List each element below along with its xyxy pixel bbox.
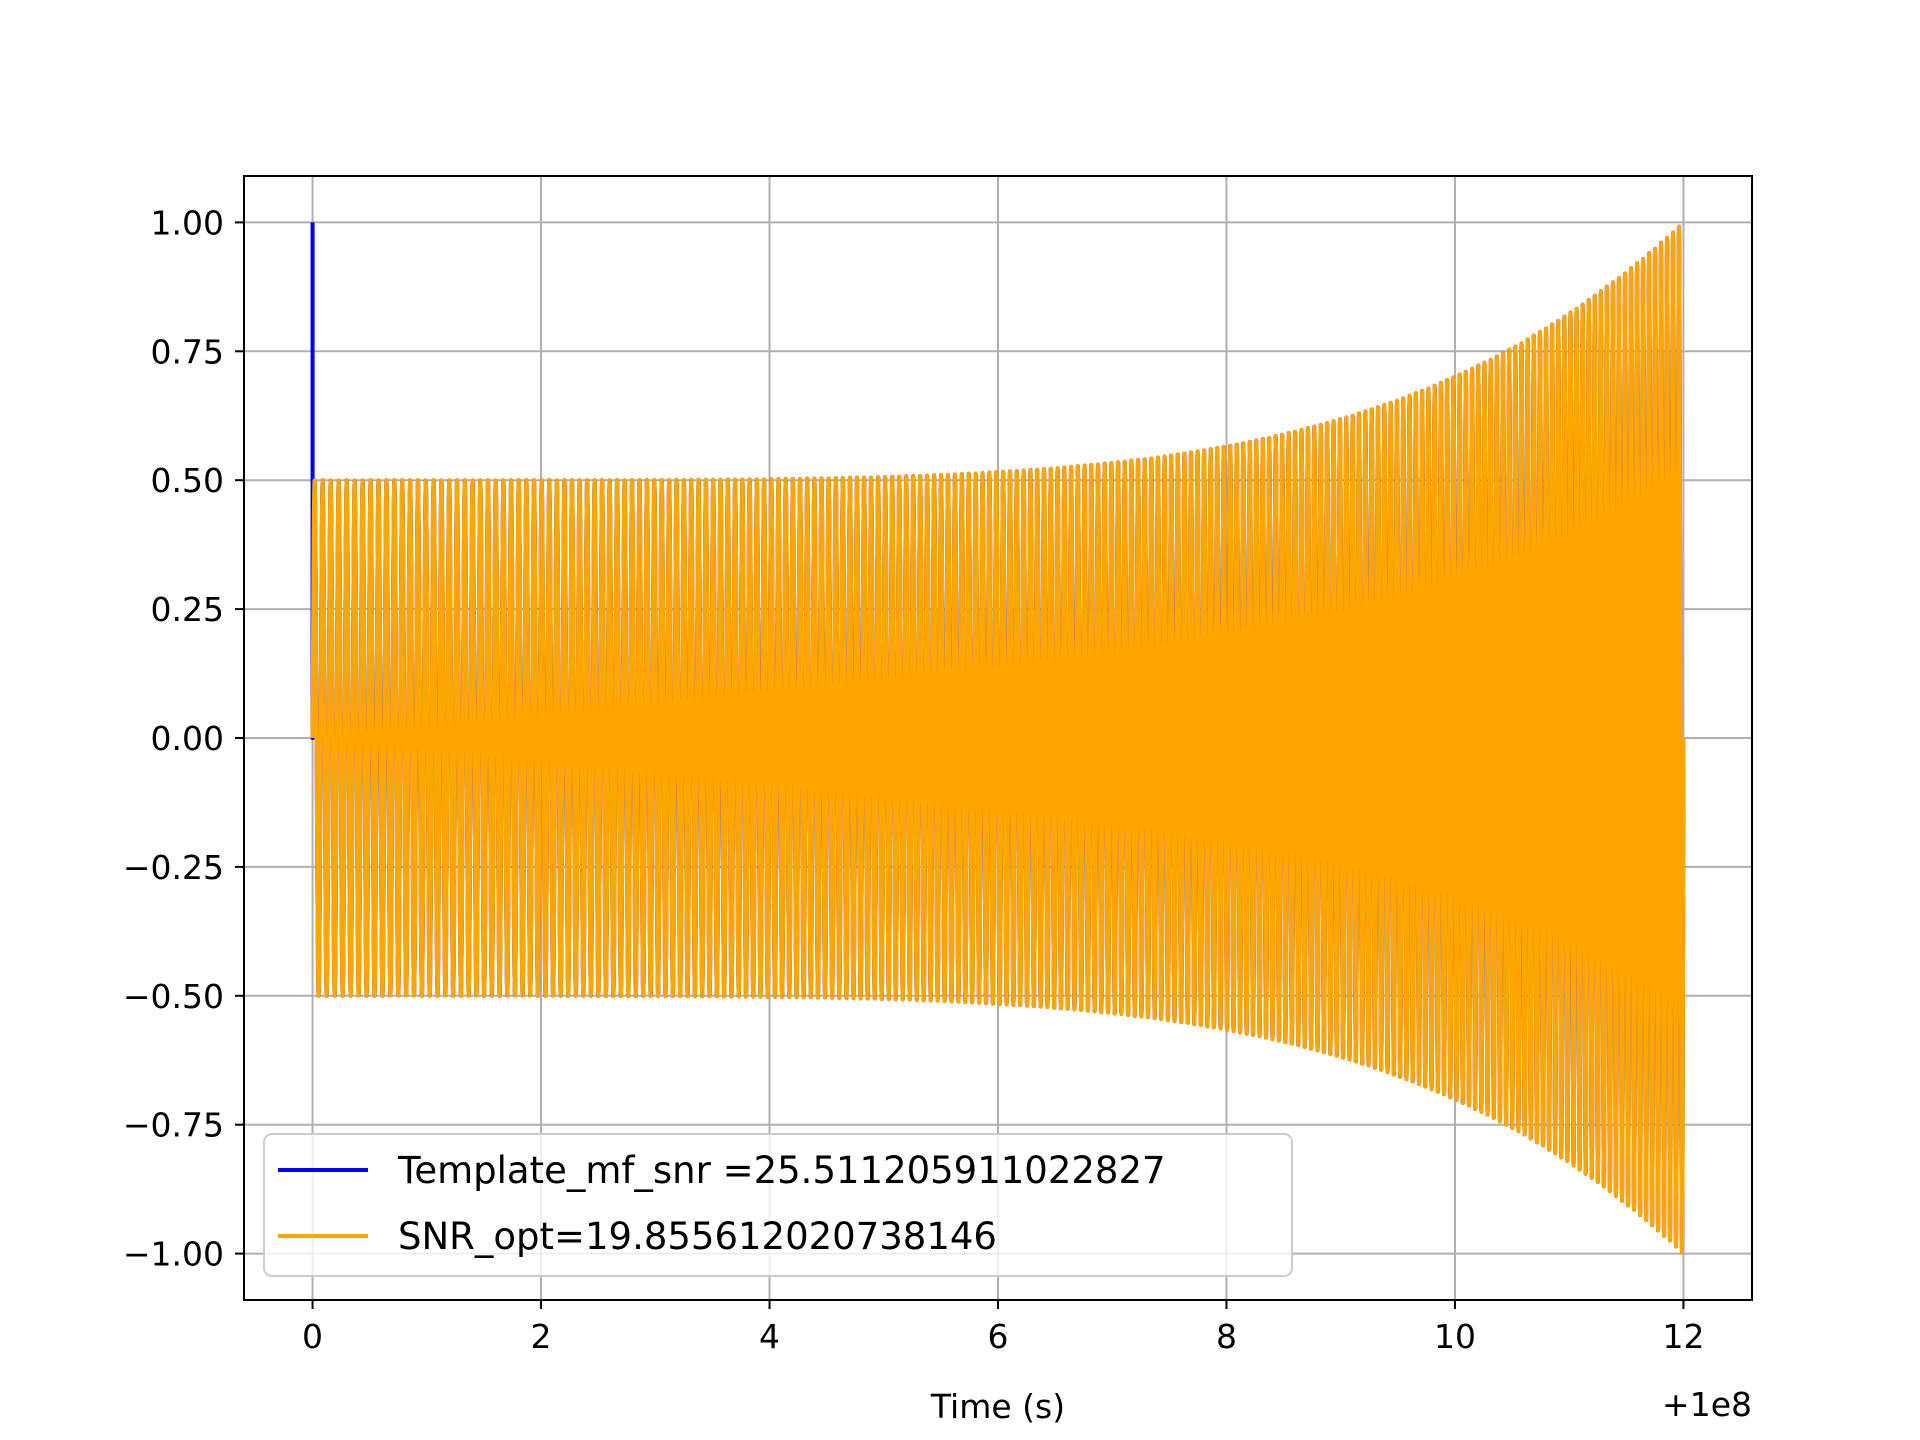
y-tick-label: 0.25 [151,590,224,629]
x-axis-label: Time (s) [930,1387,1065,1426]
legend-label-snr-opt: SNR_opt=19.855612020738146 [398,1215,997,1258]
legend: Template_mf_snr =25.511205911022827 SNR_… [263,1133,1293,1277]
x-tick-label: 8 [1216,1317,1237,1356]
series-layer [310,222,1686,1255]
legend-label-template: Template_mf_snr =25.511205911022827 [397,1149,1166,1192]
x-tick-label: 2 [531,1317,552,1356]
y-axis-ticks: 1.00 0.75 0.50 0.25 0.00 −0.25 −0.50 −0.75 −1.00 [123,203,244,1274]
legend-box [263,1133,1293,1277]
x-tick-label: 6 [988,1317,1009,1356]
y-tick-label: −0.25 [123,848,224,887]
series-line-snr-opt [310,224,1686,1255]
y-tick-label: 1.00 [151,203,224,242]
y-tick-label: 0.75 [151,332,224,371]
y-tick-label: −0.50 [123,977,224,1016]
x-tick-label: 10 [1434,1317,1476,1356]
x-axis-ticks: 0 2 4 6 8 10 12 [302,1300,1704,1356]
x-axis-offset-label: +1e8 [1662,1385,1752,1424]
plot-area [243,175,1753,1301]
x-tick-label: 12 [1662,1317,1704,1356]
y-tick-label: 0.00 [151,719,224,758]
x-tick-label: 4 [759,1317,780,1356]
y-tick-label: 0.50 [151,461,224,500]
y-tick-label: −0.75 [123,1106,224,1145]
y-tick-label: −1.00 [123,1235,224,1274]
x-tick-label: 0 [302,1317,323,1356]
